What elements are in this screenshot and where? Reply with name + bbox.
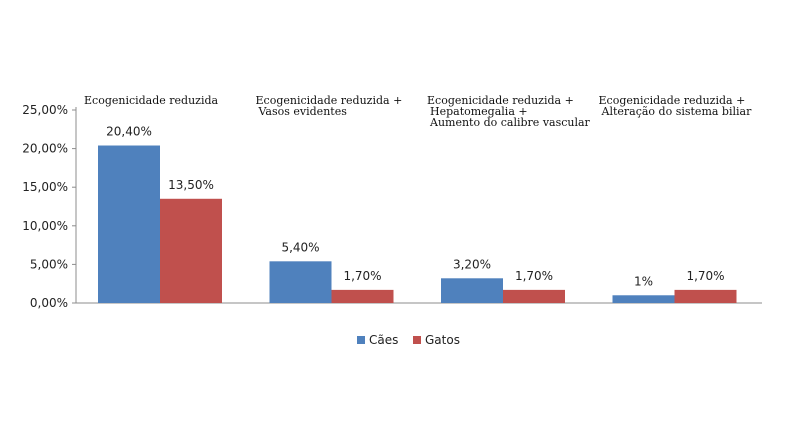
y-tick-label: 10,00% bbox=[22, 219, 68, 233]
category-label-line: Ecogenicidade reduzida + bbox=[427, 94, 574, 107]
bar-caes bbox=[612, 295, 675, 303]
bar-caes bbox=[98, 145, 160, 303]
legend-label: Cães bbox=[369, 333, 398, 347]
bar-caes bbox=[441, 278, 503, 303]
data-label: 3,20% bbox=[453, 257, 491, 271]
y-tick-label: 5,00% bbox=[30, 257, 68, 271]
data-label: 13,50% bbox=[168, 178, 214, 192]
category-label-line: Hepatomegalia + bbox=[430, 105, 528, 118]
data-label: 20,40% bbox=[106, 125, 152, 139]
legend-swatch bbox=[413, 336, 421, 344]
category-label: Ecogenicidade reduzida + Vasos evidentes bbox=[256, 94, 403, 118]
data-label: 1,70% bbox=[686, 269, 724, 283]
category-label-line: Ecogenicidade reduzida bbox=[84, 94, 219, 107]
category-label-line: Ecogenicidade reduzida + bbox=[599, 94, 746, 107]
category-label-line: Aumento do calibre vascular bbox=[429, 116, 591, 129]
y-tick-label: 0,00% bbox=[30, 296, 68, 310]
data-label: 5,40% bbox=[281, 240, 319, 254]
category-label-line: Ecogenicidade reduzida + bbox=[256, 94, 403, 107]
bar-gatos bbox=[160, 198, 222, 303]
legend: Cães Gatos bbox=[357, 333, 460, 347]
y-axis: 0,00% 5,00% 10,00% 15,00% 20,00% 25,00% bbox=[22, 103, 77, 310]
bars bbox=[98, 145, 737, 303]
category-label: Ecogenicidade reduzida bbox=[84, 94, 219, 107]
bar-caes bbox=[269, 261, 332, 303]
category-label-line: Vasos evidentes bbox=[258, 105, 348, 118]
y-tick-label: 25,00% bbox=[22, 103, 68, 117]
data-labels: 20,40% 13,50% 5,40% 1,70% 3,20% 1,70% 1% 1,70% bbox=[106, 125, 724, 289]
category-label: Ecogenicidade reduzida + Alteração do sis… bbox=[599, 94, 753, 118]
data-label: 1,70% bbox=[343, 269, 381, 283]
data-label: 1,70% bbox=[515, 269, 553, 283]
data-label: 1% bbox=[634, 274, 653, 288]
category-labels: Ecogenicidade reduzida Ecogenicidade redu… bbox=[84, 94, 752, 129]
y-tick-label: 15,00% bbox=[22, 180, 68, 194]
bar-gatos bbox=[503, 289, 565, 303]
category-label-line: Alteração do sistema biliar bbox=[601, 105, 753, 118]
y-tick-label: 20,00% bbox=[22, 142, 68, 156]
legend-label: Gatos bbox=[425, 333, 460, 347]
category-label: Ecogenicidade reduzida + Hepatomegalia + A… bbox=[427, 94, 591, 129]
legend-swatch bbox=[357, 336, 365, 344]
bar-gatos bbox=[331, 289, 394, 303]
bar-gatos bbox=[674, 289, 737, 303]
